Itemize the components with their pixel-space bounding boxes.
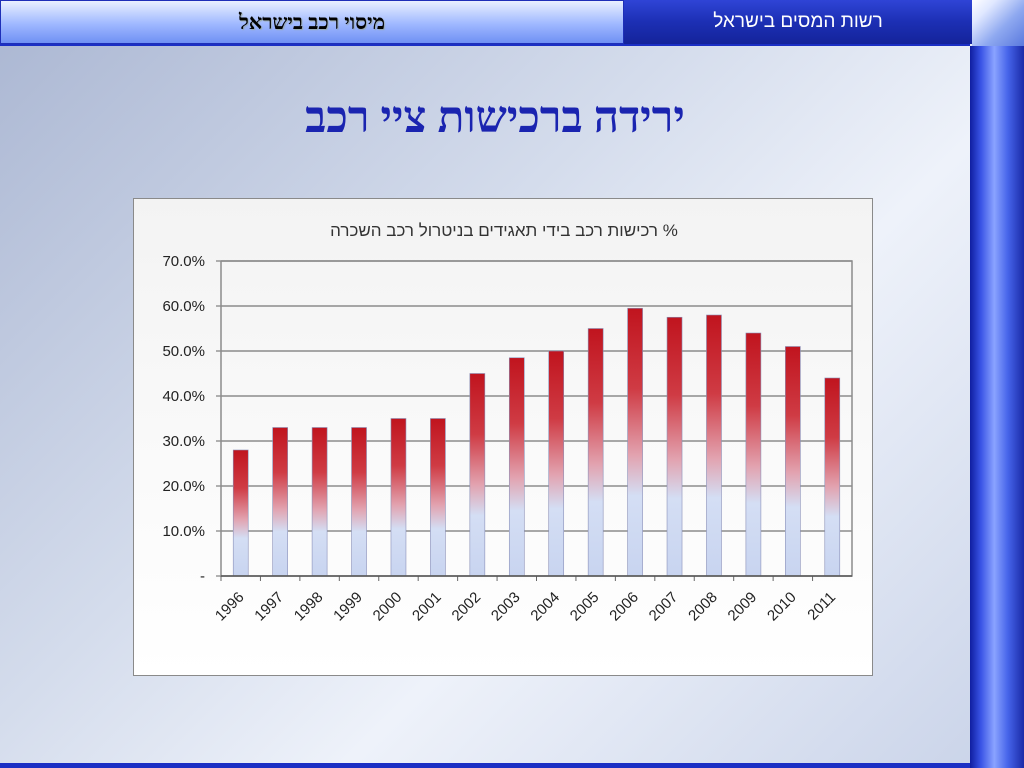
- bar: [587, 328, 604, 577]
- bar: [666, 316, 683, 577]
- x-tick-label: 2003: [488, 589, 524, 625]
- bar: [548, 350, 565, 577]
- bar-chart: - 10.0% 20.0% 30.0% 40.0% 50.0% 60.0% 70.0% 1996…: [162, 253, 853, 624]
- bar: [390, 418, 407, 577]
- bar: [824, 377, 841, 577]
- bar: [232, 449, 249, 577]
- bars: [232, 307, 841, 577]
- y-tick-label: 10.0%: [162, 523, 205, 540]
- y-tick-label: 30.0%: [162, 433, 205, 450]
- bar: [469, 373, 486, 577]
- x-tick-label: 2005: [567, 589, 603, 625]
- y-tick-label: 50.0%: [162, 343, 205, 360]
- x-tick-label: 1997: [251, 589, 287, 625]
- header-right-title: רשות המסים בישראל: [713, 11, 883, 32]
- header-left-title: מיסוי רכב בישראל: [238, 9, 386, 34]
- bar: [627, 307, 643, 577]
- x-tick-label: 2004: [527, 589, 563, 625]
- slide-title: ירידה ברכישות ציי רכב: [305, 93, 685, 142]
- header-divider: [0, 44, 970, 46]
- header-bar: מיסוי רכב בישראל רשות המסים בישראל: [0, 0, 1024, 46]
- y-tick-label: 20.0%: [162, 478, 205, 495]
- axes: [216, 260, 853, 581]
- x-tick-label: 1998: [291, 589, 327, 625]
- x-tick-label: 2007: [646, 589, 682, 625]
- x-tick-label: 2006: [606, 589, 642, 625]
- x-tick-label: 2002: [449, 589, 485, 625]
- x-tick-label: 2011: [804, 589, 839, 624]
- bar: [745, 332, 762, 577]
- bar: [430, 418, 446, 577]
- y-tick-label: 40.0%: [162, 388, 205, 405]
- bar: [311, 427, 328, 577]
- header-tab-left: מיסוי רכב בישראל: [0, 0, 624, 44]
- y-tick-label: 60.0%: [162, 298, 205, 315]
- x-tick-label: 2000: [370, 589, 406, 625]
- side-decoration-bar: [970, 46, 1024, 768]
- bar: [508, 357, 525, 577]
- x-tick-label: 2001: [409, 589, 445, 625]
- corner-decoration: [972, 0, 1024, 46]
- x-tick-label: 1996: [212, 589, 248, 625]
- bar: [785, 346, 801, 577]
- header-tab-right: רשות המסים בישראל: [624, 0, 972, 44]
- bar: [706, 314, 722, 577]
- chart-title: % רכישות רכב בידי תאגידים בניטרול רכב הש…: [330, 221, 678, 240]
- bar: [351, 427, 367, 577]
- axis-labels: - 10.0% 20.0% 30.0% 40.0% 50.0% 60.0% 70.0% 1996…: [162, 253, 839, 624]
- y-tick-label: 70.0%: [162, 253, 205, 270]
- x-tick-label: 2008: [685, 589, 721, 625]
- bar: [272, 427, 288, 577]
- bottom-divider: [0, 763, 970, 768]
- x-tick-label: 1999: [330, 589, 366, 625]
- y-tick-label: -: [200, 568, 205, 585]
- x-tick-label: 2010: [764, 589, 800, 625]
- x-tick-label: 2009: [725, 589, 761, 625]
- chart-panel: % רכישות רכב בידי תאגידים בניטרול רכב הש…: [133, 198, 873, 676]
